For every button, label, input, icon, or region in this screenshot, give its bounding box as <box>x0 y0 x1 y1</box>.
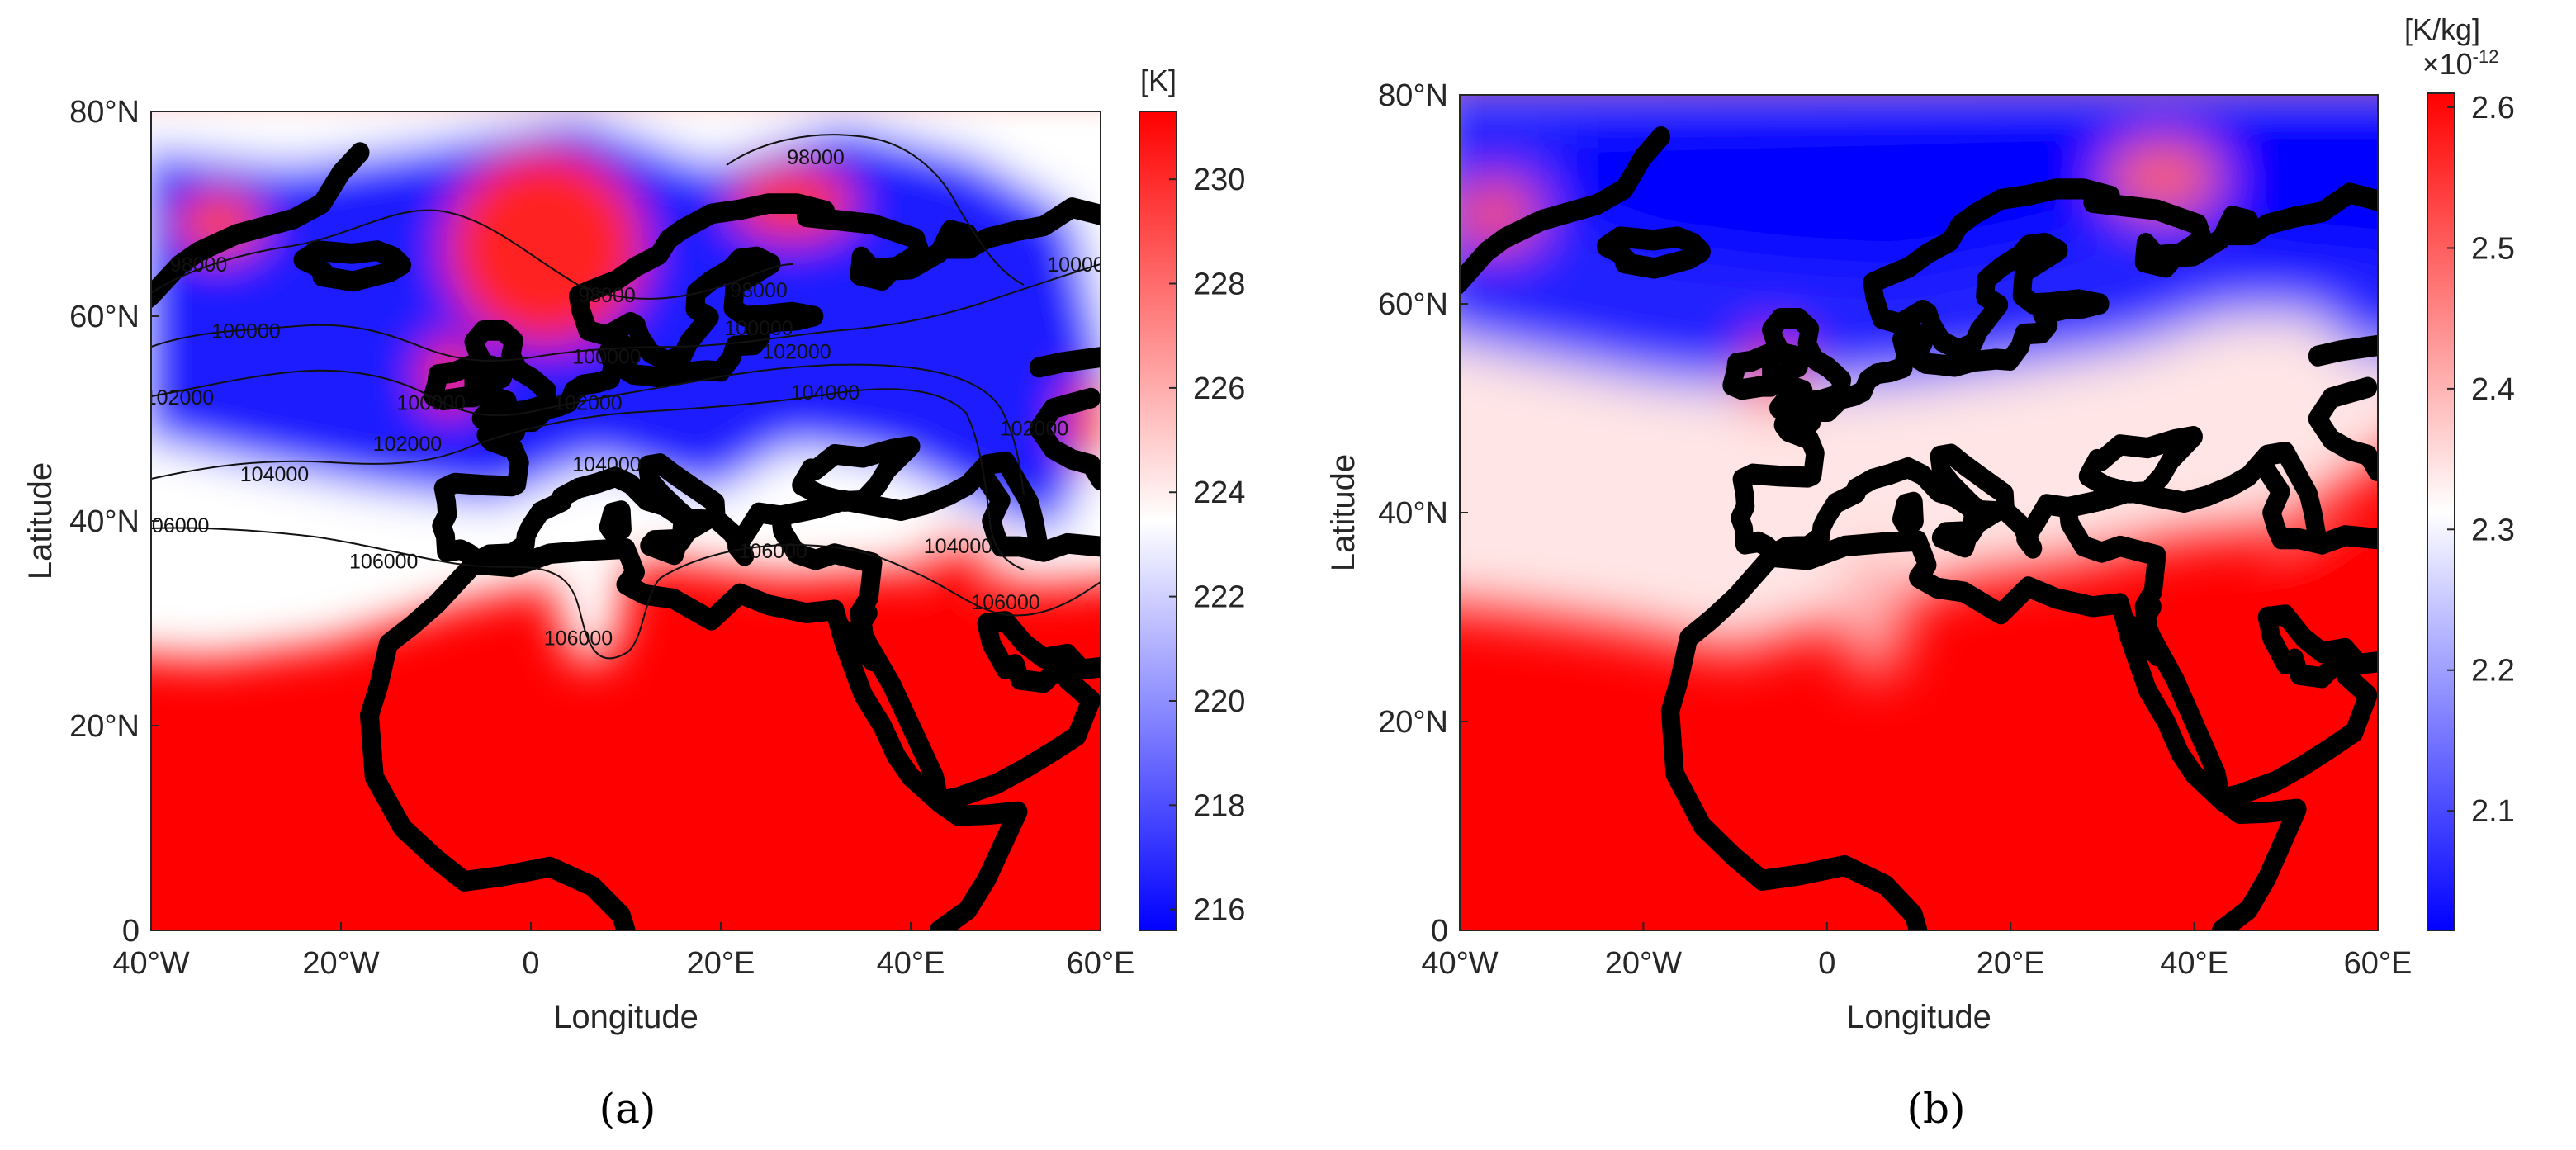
contour-label: 98000 <box>578 284 636 307</box>
colorbar-exponent-b: ×10-12 <box>2422 46 2499 81</box>
caption-a: (a) <box>599 1085 656 1133</box>
colorbar-tick-label: 2.3 <box>2471 513 2515 547</box>
contour-label: 102000 <box>145 386 214 409</box>
contour-label: 102000 <box>553 391 622 414</box>
colorbar-tick-label: 222 <box>1193 580 1245 615</box>
contour-label: 100000 <box>1047 253 1115 277</box>
contour-label: 102000 <box>762 340 831 363</box>
colorbar-tick-label: 228 <box>1193 267 1245 302</box>
contour-104000 <box>151 388 1025 570</box>
y-tick-label: 60°N <box>69 300 140 334</box>
contour-label: 106000 <box>349 551 418 574</box>
contour-label: 104000 <box>924 535 992 558</box>
x-axis-label-b: Longitude <box>1846 999 1991 1035</box>
colorbar-tick-label: 226 <box>1193 372 1245 406</box>
heatmap-a-warm-spot <box>446 149 644 347</box>
heatmap-b <box>1460 95 2378 930</box>
x-tick-label: 0 <box>1818 946 1835 981</box>
contour-label: 100000 <box>724 317 793 340</box>
ticks-a: 40°W 20°W 0 20°E 40°E 60°E 0 20°N 40°N 60°N 80°N <box>69 95 1134 981</box>
colorbar-tick-label: 2.4 <box>2471 372 2515 407</box>
colorbar-tick-label: 2.5 <box>2471 231 2515 266</box>
pressure-contours-a <box>151 134 1101 660</box>
x-tick-label: 20°E <box>1977 946 2045 981</box>
contour-label: 100000 <box>211 320 280 343</box>
contour-label: 102000 <box>373 433 442 456</box>
colorbar-tick-label: 230 <box>1193 163 1245 197</box>
x-axis-label-a: Longitude <box>553 999 698 1035</box>
y-tick-label: 80°N <box>1378 78 1448 113</box>
contour-label: 104000 <box>240 463 309 486</box>
y-tick-label: 0 <box>1431 914 1448 949</box>
x-tick-label: 60°E <box>2344 946 2413 981</box>
colorbar-tick-label: 2.2 <box>2471 654 2515 689</box>
exponent-base: ×10 <box>2422 47 2473 81</box>
colorbar-tick-label: 2.6 <box>2471 91 2515 125</box>
colorbar-ticks-a: 216 218 220 222 224 226 228 230 <box>1169 163 1245 928</box>
heatmap-b-warm-spot <box>2279 541 2378 599</box>
contour-label: 98000 <box>170 253 228 277</box>
y-tick-label: 20°N <box>69 709 140 744</box>
x-tick-label: 40°W <box>1421 946 1498 981</box>
colorbar-b <box>2427 92 2455 931</box>
x-tick-label: 40°E <box>2160 946 2228 981</box>
y-tick-label: 40°N <box>69 504 140 539</box>
contour-label: 104000 <box>572 453 641 476</box>
x-tick-label: 0 <box>522 946 539 981</box>
contour-98000 <box>151 209 793 300</box>
y-tick-label: 0 <box>122 914 140 949</box>
colorbar-tick-label: 220 <box>1193 684 1245 719</box>
contour-98000 <box>726 134 1025 286</box>
contour-label: 100000 <box>572 346 641 369</box>
contour-label: 106000 <box>140 514 209 537</box>
y-tick-label: 60°N <box>1378 287 1448 322</box>
y-tick-label: 80°N <box>69 95 140 130</box>
contour-label: 100000 <box>397 391 466 414</box>
x-tick-label: 60°E <box>1067 946 1135 981</box>
contour-label: 98000 <box>730 279 788 302</box>
contour-label: 106000 <box>739 540 807 563</box>
colorbar-a <box>1139 111 1177 931</box>
y-axis-label-b: Latitude <box>1325 454 1361 571</box>
x-tick-label: 20°E <box>687 946 755 981</box>
x-tick-label: 20°W <box>1605 946 1682 981</box>
contour-label: 102000 <box>1000 417 1068 440</box>
heatmap-b-cold-tongue <box>1841 545 1907 677</box>
heatmap-b-warm-spot <box>2105 140 2221 215</box>
colorbar-tick-label: 2.1 <box>2471 794 2515 829</box>
colorbar-ticks-b: 2.1 2.2 2.3 2.4 2.5 2.6 <box>2447 91 2515 829</box>
colorbar-unit-b: [K/kg] <box>2404 12 2480 46</box>
colorbar-tick-label: 218 <box>1193 788 1245 823</box>
contour-label: 106000 <box>544 627 613 651</box>
exponent-power: -12 <box>2473 46 2499 67</box>
contour-102000 <box>151 363 1025 496</box>
y-tick-label: 20°N <box>1378 705 1448 740</box>
contour-106000 <box>151 527 1101 660</box>
y-axis-label-a: Latitude <box>22 462 59 580</box>
x-tick-label: 20°W <box>302 946 379 981</box>
heatmap-a-warm-spot <box>912 537 1003 586</box>
colorbar-tick-label: 224 <box>1193 476 1245 510</box>
caption-b: (b) <box>1906 1085 1965 1133</box>
y-tick-label: 40°N <box>1378 496 1448 531</box>
contour-label: 104000 <box>791 381 859 405</box>
contour-label: 98000 <box>787 146 845 169</box>
colorbar-tick-label: 216 <box>1193 893 1245 928</box>
panel-b: 40°W 20°W 0 20°E 40°E 60°E 0 20°N 40°N 60°N 80°N L… <box>1325 12 2515 1133</box>
colorbar-unit-a: [K] <box>1140 64 1177 97</box>
ticks-b: 40°W 20°W 0 20°E 40°E 60°E 0 20°N 40°N 60°N 80°N <box>1378 78 2412 981</box>
contour-100000 <box>151 263 1101 362</box>
x-tick-label: 40°W <box>112 946 189 981</box>
contour-label: 106000 <box>971 591 1039 614</box>
x-tick-label: 40°E <box>877 946 945 981</box>
